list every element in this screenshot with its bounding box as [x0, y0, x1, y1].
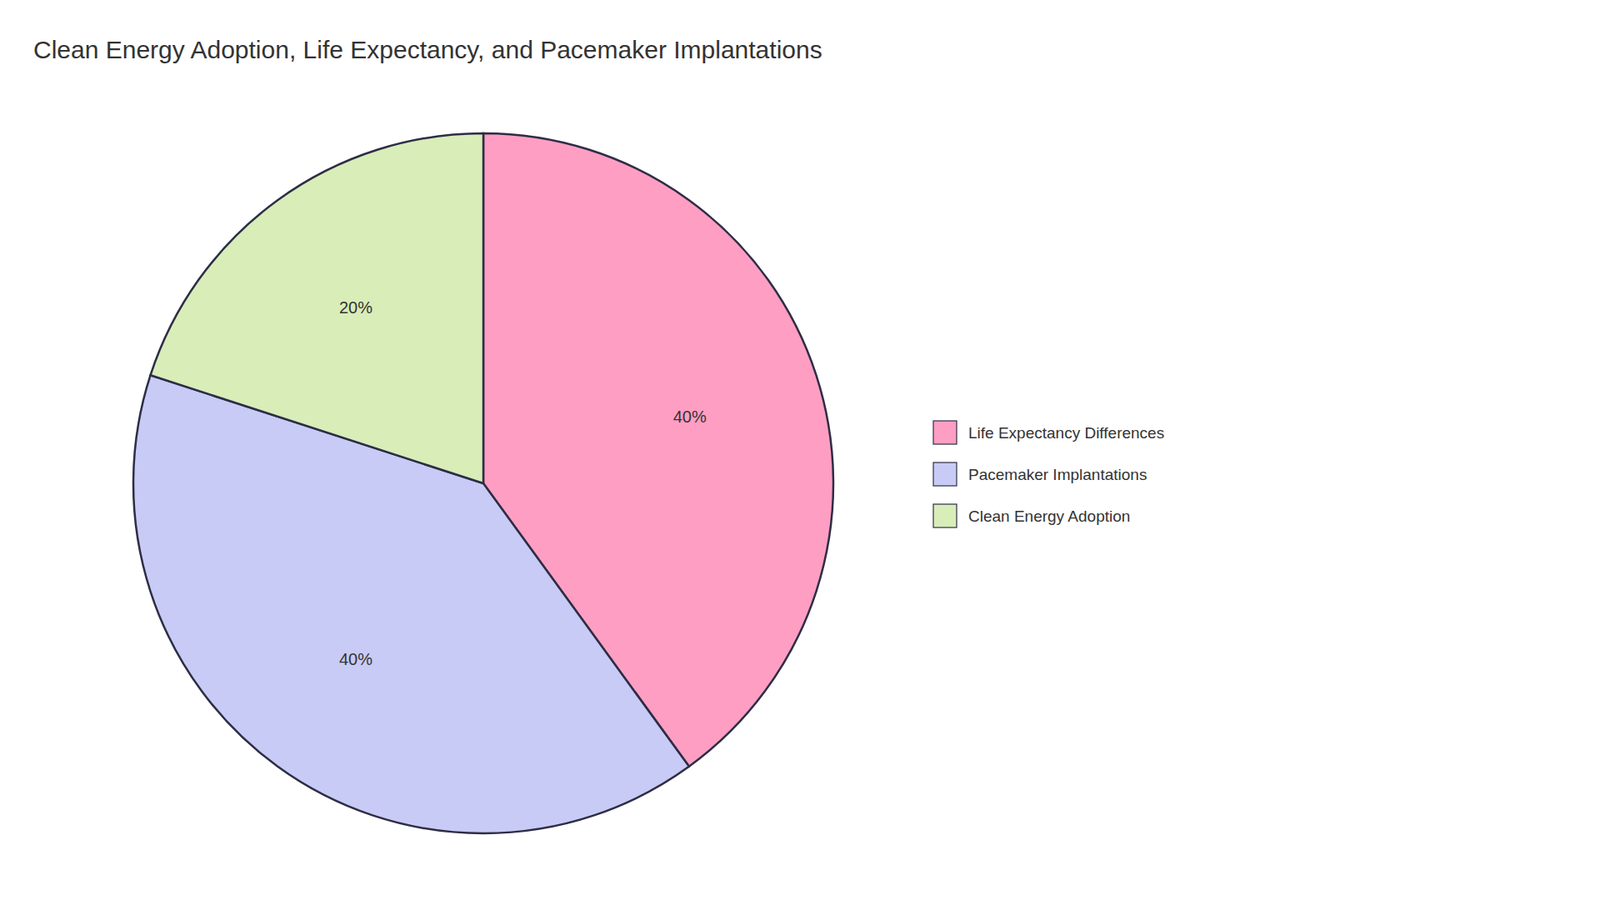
legend-swatch — [933, 420, 957, 445]
legend-item: Pacemaker Implantations — [933, 462, 1147, 486]
chart: Clean Energy Adoption, Life Expectancy, … — [0, 0, 1600, 900]
data-label: 20% — [339, 298, 373, 317]
legend: Life Expectancy Differences Pacemaker Imp… — [933, 420, 1165, 528]
title: Clean Energy Adoption, Life Expectancy, … — [33, 35, 823, 64]
legend-swatch — [933, 504, 957, 528]
legend-label: Life Expectancy Differences — [968, 424, 1165, 442]
legend-item: Clean Energy Adoption — [933, 504, 1130, 528]
legend-label: Clean Energy Adoption — [968, 507, 1130, 525]
slice — [150, 133, 484, 484]
legend-label: Pacemaker Implantations — [968, 465, 1147, 484]
data-label: 40% — [673, 407, 707, 426]
pie — [133, 133, 834, 834]
legend-item: Life Expectancy Differences — [933, 420, 1165, 445]
data-labels: 40% 40% 20% — [339, 298, 707, 668]
legend-swatch — [933, 462, 957, 486]
data-label: 40% — [339, 650, 373, 669]
